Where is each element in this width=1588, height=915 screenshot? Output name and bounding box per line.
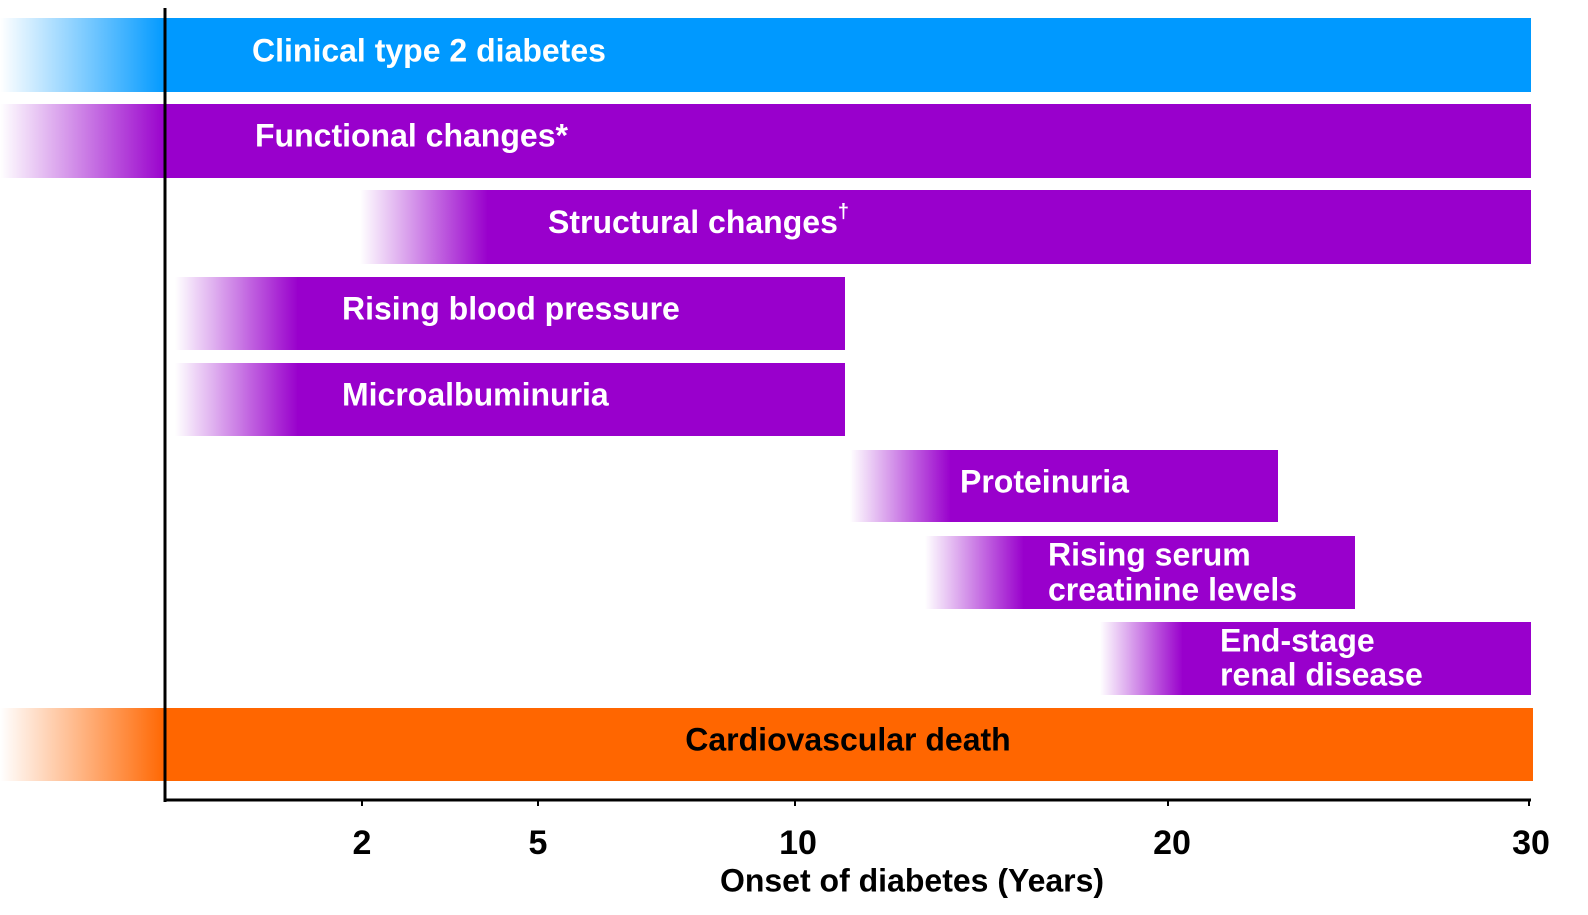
axis-title: Onset of diabetes (Years)	[720, 862, 1104, 898]
bar: Structural changes†	[360, 190, 1531, 264]
bar: Rising blood pressure	[175, 277, 845, 350]
tick-label: 30	[1512, 824, 1550, 862]
bar-label: Functional changes*	[255, 117, 568, 153]
bar: End-stage renal disease	[1100, 622, 1531, 695]
bar-label: renal disease	[1220, 656, 1423, 692]
bar-label: End-stage	[1220, 622, 1375, 658]
bar-label: Proteinuria	[960, 463, 1129, 499]
bar: Functional changes*	[0, 104, 1531, 178]
bar: Proteinuria	[850, 450, 1278, 522]
bar: Clinical type 2 diabetes	[0, 18, 1531, 92]
bar-label: Cardiovascular death	[685, 721, 1010, 757]
bar: Microalbuminuria	[175, 363, 845, 436]
bar: Rising serum creatinine levels	[925, 536, 1355, 609]
tick-marks	[361, 800, 1530, 806]
bar-label: Microalbuminuria	[342, 376, 609, 412]
tick-label: 2	[353, 824, 372, 862]
bar: Cardiovascular death	[0, 708, 1533, 781]
bar-label: Rising serum	[1048, 536, 1251, 572]
tick-label: 20	[1153, 824, 1191, 862]
tick-label: 5	[529, 824, 548, 862]
bar-label: Clinical type 2 diabetes	[252, 32, 606, 68]
bar-label: Rising blood pressure	[342, 290, 680, 326]
tick-label: 10	[779, 824, 817, 862]
bar-label: creatinine levels	[1048, 571, 1297, 607]
bar-label: Structural changes†	[548, 201, 849, 240]
